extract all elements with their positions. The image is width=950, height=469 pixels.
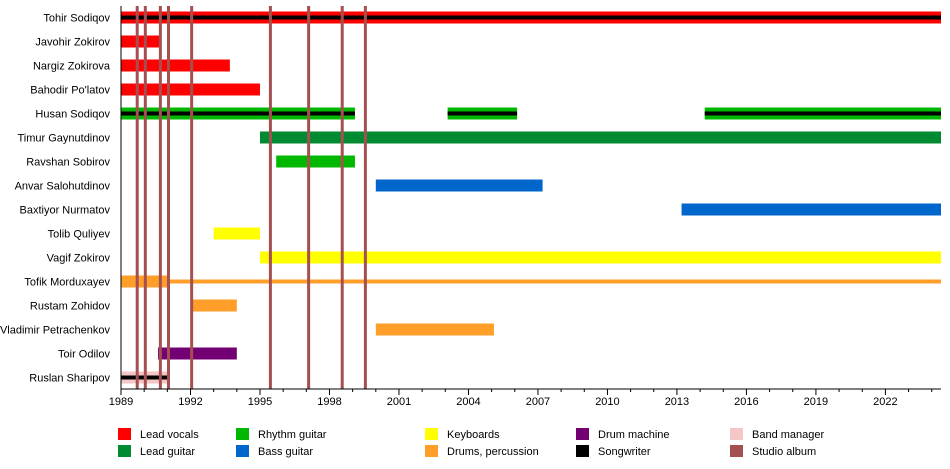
x-tick-label: 2007 — [526, 396, 550, 408]
legend-label: Bass guitar — [258, 446, 313, 458]
x-tick-label: 2010 — [595, 396, 619, 408]
member-label: Tolib Quliyev — [48, 229, 111, 241]
bar-drums-percussion — [375, 323, 494, 336]
member-label: Toir Odilov — [58, 349, 110, 361]
bar-drums-percussion — [190, 299, 237, 312]
bar-drums-percussion — [167, 279, 941, 284]
bar-keyboards — [213, 227, 260, 240]
member-label: Nargiz Zokirova — [33, 61, 111, 73]
legend-swatch — [425, 428, 438, 440]
legend-label: Lead vocals — [140, 429, 199, 441]
x-tick-label: 2013 — [665, 396, 689, 408]
bar-lead-guitar — [259, 131, 942, 144]
x-tick-label: 1998 — [317, 396, 341, 408]
legend-swatch — [730, 428, 743, 440]
legend-swatch — [576, 428, 589, 440]
legend-swatch — [118, 445, 131, 457]
member-label: Javohir Zokirov — [35, 37, 110, 49]
legend-swatch — [576, 445, 589, 457]
legend-swatch — [425, 445, 438, 457]
member-label: Anvar Salohutdinov — [15, 181, 111, 193]
legend-label: Rhythm guitar — [258, 429, 327, 441]
member-label: Baxtiyor Nurmatov — [20, 205, 111, 217]
bar-songwriter — [447, 111, 518, 116]
member-label: Ruslan Sharipov — [29, 373, 110, 385]
bar-songwriter — [121, 111, 355, 116]
member-label: Rustam Zohidov — [30, 301, 111, 313]
x-tick-label: 2016 — [734, 396, 758, 408]
bar-rhythm-guitar — [276, 155, 355, 168]
bar-drum-machine — [158, 347, 237, 360]
x-tick-label: 2022 — [873, 396, 897, 408]
legend-label: Drum machine — [598, 429, 670, 441]
bar-lead-vocals — [121, 59, 230, 72]
bar-songwriter — [121, 15, 941, 20]
bar-bass-guitar — [375, 179, 543, 192]
x-tick-label: 1995 — [248, 396, 272, 408]
member-label: Bahodir Po'latov — [30, 85, 110, 97]
legend-swatch — [236, 445, 249, 457]
x-tick-label: 1992 — [178, 396, 202, 408]
member-label: Ravshan Sobirov — [26, 157, 110, 169]
bar-keyboards — [259, 251, 942, 264]
member-label: Tofik Morduxayev — [24, 277, 110, 289]
legend-label: Band manager — [752, 429, 824, 441]
x-tick-label: 2019 — [804, 396, 828, 408]
legend-label: Drums, percussion — [447, 446, 539, 458]
legend-swatch — [118, 428, 131, 440]
legend-label: Lead guitar — [140, 446, 195, 458]
x-tick-label: 1989 — [109, 396, 133, 408]
bar-bass-guitar — [681, 203, 941, 216]
bar-lead-vocals — [121, 35, 161, 48]
member-label: Husan Sodiqov — [35, 109, 110, 121]
member-label: Tohir Sodiqov — [43, 13, 110, 25]
legend-label: Songwriter — [598, 446, 651, 458]
legend-swatch — [730, 445, 743, 457]
legend-label: Keyboards — [447, 429, 500, 441]
legend-label: Studio album — [752, 446, 816, 458]
x-tick-label: 2001 — [387, 396, 411, 408]
x-tick-label: 2004 — [456, 396, 480, 408]
bar-songwriter — [704, 111, 941, 116]
member-label: Vladimir Petrachenkov — [0, 325, 110, 337]
member-label: Timur Gaynutdinov — [17, 133, 110, 145]
legend-swatch — [236, 428, 249, 440]
member-label: Vagif Zokirov — [47, 253, 111, 265]
